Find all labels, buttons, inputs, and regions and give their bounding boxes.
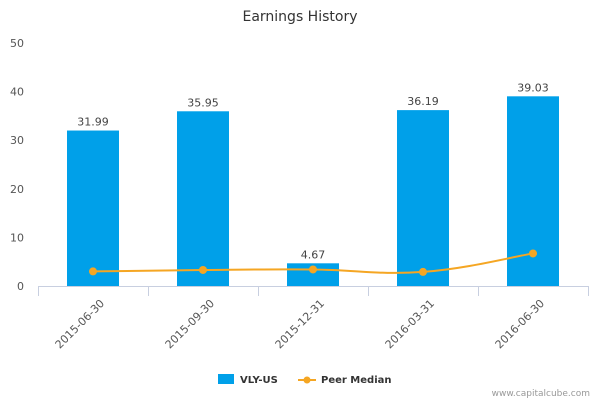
x-tick-label: 2016-03-31 — [383, 297, 437, 351]
bar-vly-us — [397, 110, 449, 286]
bar-data-label: 31.99 — [77, 116, 109, 129]
x-axis: 2015-06-30 2015-09-30 2015-12-31 2016-03-31… — [38, 286, 589, 351]
bar-vly-us — [67, 130, 119, 286]
legend-label-peer-median: Peer Median — [321, 375, 392, 386]
x-tick-label: 2015-12-31 — [273, 297, 327, 351]
bar-data-label: 39.03 — [517, 81, 549, 94]
legend-label-vly-us: VLY-US — [240, 375, 278, 386]
x-tick-label: 2015-06-30 — [53, 297, 107, 351]
legend-swatch-peer-median-marker — [303, 376, 311, 384]
legend-swatch-vly-us — [218, 374, 234, 384]
x-tick-label: 2016-06-30 — [493, 297, 547, 351]
peer-median-point — [529, 249, 537, 258]
bar-data-label: 35.95 — [187, 96, 219, 109]
peer-median-point — [89, 267, 97, 276]
peer-median-point — [199, 265, 207, 274]
peer-median-point — [419, 267, 427, 276]
y-tick-label: 30 — [10, 134, 24, 147]
x-tick-label: 2015-09-30 — [163, 297, 217, 351]
y-tick-label: 10 — [10, 231, 24, 244]
legend: VLY-US Peer Median — [218, 374, 392, 386]
y-tick-label: 20 — [10, 183, 24, 196]
bar-data-label: 36.19 — [407, 95, 439, 108]
bar-data-label: 4.67 — [301, 248, 326, 261]
y-tick-label: 50 — [10, 37, 24, 50]
y-axis: 0 10 20 30 40 50 — [10, 37, 24, 293]
y-tick-label: 0 — [17, 280, 24, 293]
bar-series-vly-us: 31.99 35.95 4.67 36.19 39.03 — [67, 81, 559, 287]
credit-text: www.capitalcube.com — [492, 389, 590, 399]
y-tick-label: 40 — [10, 86, 24, 99]
chart-title: Earnings History — [242, 9, 357, 25]
line-series-peer-median — [89, 249, 537, 276]
peer-median-point — [309, 265, 317, 274]
bar-vly-us — [177, 111, 229, 287]
